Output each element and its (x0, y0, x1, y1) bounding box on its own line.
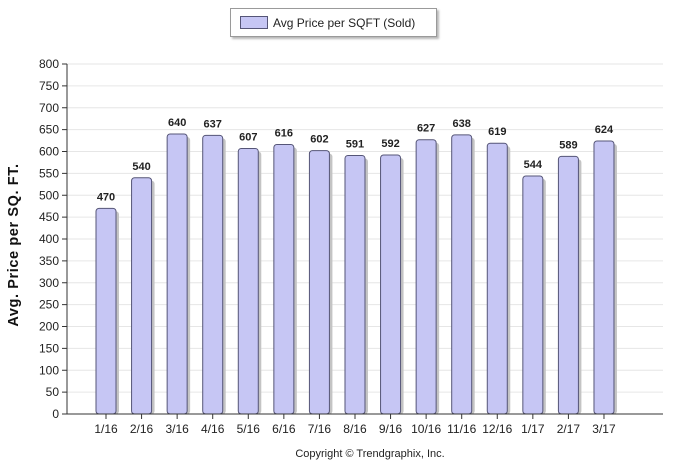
data-labels: 470 540 640 637 607 616 602 591 592 627 638 619 544 5… (97, 117, 614, 203)
data-label: 638 (453, 118, 471, 130)
bar (522, 175, 544, 415)
data-label: 544 (524, 159, 543, 171)
y-tick-label: 200 (39, 320, 59, 334)
x-tick-label: 2/17 (557, 422, 581, 436)
y-tick-label: 300 (39, 276, 59, 290)
y-tick-label: 600 (39, 145, 59, 159)
y-tick-label: 550 (39, 166, 59, 180)
data-label: 591 (346, 138, 364, 150)
data-label: 607 (239, 131, 257, 143)
bar (415, 139, 437, 415)
data-label: 602 (310, 134, 328, 146)
legend-swatch (240, 16, 268, 29)
x-tick-label: 9/16 (379, 422, 403, 436)
y-tick-label: 650 (39, 123, 59, 137)
data-label: 624 (595, 124, 614, 136)
bar (95, 207, 117, 415)
x-tick-label: 10/16 (411, 422, 441, 436)
bar (557, 155, 579, 415)
bar (308, 150, 330, 415)
bar (451, 134, 473, 415)
data-label: 616 (275, 128, 293, 140)
data-label: 640 (168, 117, 186, 129)
x-tick-label: 3/16 (165, 422, 189, 436)
y-tick-label: 250 (39, 298, 59, 312)
y-tick-label: 400 (39, 232, 59, 246)
axes: 0 50 100 150 200 250 300 350 400 450 500 550 600 650 7… (39, 57, 663, 436)
legend-label: Avg Price per SQFT (Sold) (273, 15, 416, 30)
bar (237, 147, 259, 415)
y-tick-label: 50 (46, 385, 60, 399)
legend: Avg Price per SQFT (Sold) (230, 8, 437, 37)
bar (593, 140, 615, 415)
bar (202, 134, 224, 415)
x-tick-label: 2/16 (130, 422, 154, 436)
y-tick-label: 100 (39, 363, 59, 377)
x-tick-label: 1/17 (521, 422, 545, 436)
y-tick-label: 450 (39, 210, 59, 224)
x-tick-label: 5/16 (237, 422, 261, 436)
bar (380, 154, 402, 415)
x-tick-label: 12/16 (482, 422, 512, 436)
data-label: 627 (417, 123, 435, 135)
y-tick-label: 800 (39, 57, 59, 71)
y-tick-label: 750 (39, 79, 59, 93)
data-label: 540 (132, 161, 150, 173)
data-label: 589 (559, 139, 577, 151)
y-tick-label: 0 (52, 407, 59, 421)
x-tick-label: 1/16 (94, 422, 118, 436)
bar (166, 133, 188, 415)
x-tick-label: 11/16 (447, 422, 476, 436)
x-tick-label: 6/16 (272, 422, 296, 436)
y-tick-label: 150 (39, 341, 59, 355)
x-tick-label: 7/16 (308, 422, 332, 436)
x-tick-label: 4/16 (201, 422, 225, 436)
bar (273, 144, 295, 415)
data-label: 592 (381, 138, 399, 150)
bar (344, 154, 366, 415)
data-label: 637 (204, 118, 222, 130)
copyright-text: Copyright © Trendgraphix, Inc. (295, 448, 445, 460)
y-tick-label: 350 (39, 254, 59, 268)
bar (131, 177, 153, 415)
bars (95, 133, 617, 415)
x-tick-label: 3/17 (592, 422, 616, 436)
data-label: 619 (488, 126, 506, 138)
data-label: 470 (97, 191, 115, 203)
x-tick-label: 8/16 (343, 422, 367, 436)
y-tick-label: 500 (39, 188, 59, 202)
y-tick-label: 700 (39, 101, 59, 115)
bar (486, 142, 508, 415)
